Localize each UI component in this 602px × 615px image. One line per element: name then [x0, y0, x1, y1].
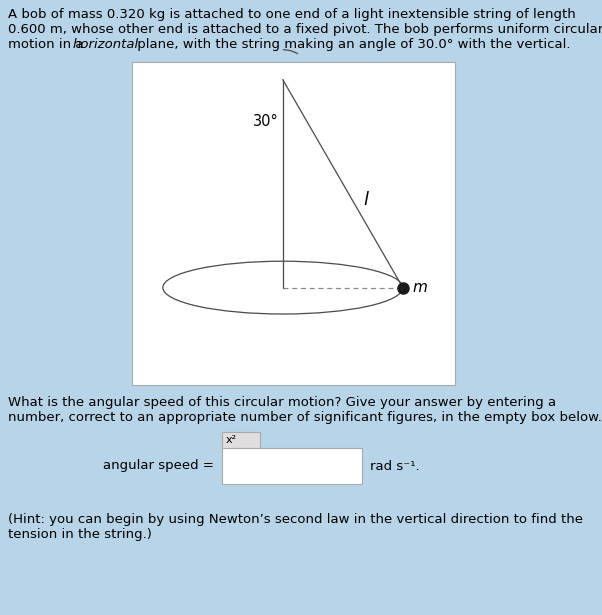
Text: horizontal: horizontal [73, 38, 139, 51]
Text: 30°: 30° [253, 114, 279, 129]
FancyBboxPatch shape [132, 62, 455, 385]
Text: x²: x² [226, 435, 237, 445]
Text: A bob of mass 0.320 kg is attached to one end of a light inextensible string of : A bob of mass 0.320 kg is attached to on… [8, 8, 576, 21]
Text: rad s⁻¹.: rad s⁻¹. [370, 459, 420, 472]
Text: l: l [364, 191, 369, 210]
Text: m: m [413, 280, 427, 295]
Text: 0.600 m, whose other end is attached to a fixed pivot. The bob performs uniform : 0.600 m, whose other end is attached to … [8, 23, 602, 36]
FancyBboxPatch shape [222, 432, 260, 448]
Text: motion in a: motion in a [8, 38, 88, 51]
Text: number, correct to an appropriate number of significant figures, in the empty bo: number, correct to an appropriate number… [8, 411, 602, 424]
FancyBboxPatch shape [222, 448, 362, 484]
Text: tension in the string.): tension in the string.) [8, 528, 152, 541]
Text: (Hint: you can begin by using Newton’s second law in the vertical direction to f: (Hint: you can begin by using Newton’s s… [8, 513, 583, 526]
Text: angular speed =: angular speed = [103, 459, 214, 472]
Text: plane, with the string making an angle of 30.0° with the vertical.: plane, with the string making an angle o… [133, 38, 571, 51]
Text: What is the angular speed of this circular motion? Give your answer by entering : What is the angular speed of this circul… [8, 396, 556, 409]
